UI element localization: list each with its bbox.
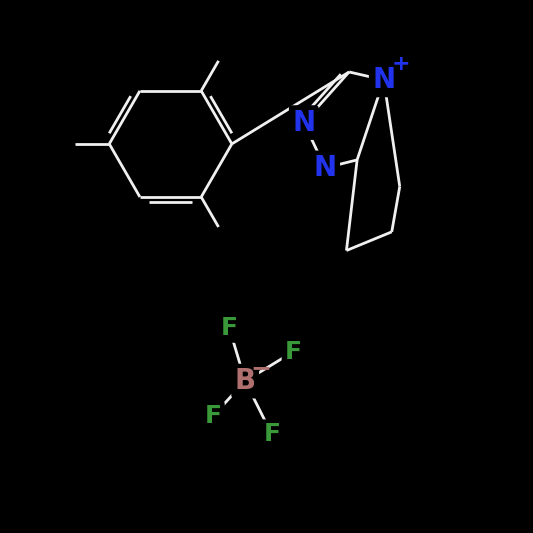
Text: −: −	[251, 356, 272, 381]
Text: F: F	[285, 340, 302, 364]
Text: N: N	[372, 66, 395, 94]
Text: N: N	[313, 154, 337, 182]
Text: F: F	[221, 316, 238, 340]
Text: N: N	[292, 109, 316, 136]
Text: +: +	[392, 54, 410, 74]
Text: F: F	[205, 403, 222, 428]
Text: B: B	[235, 367, 256, 395]
Text: F: F	[263, 422, 280, 447]
